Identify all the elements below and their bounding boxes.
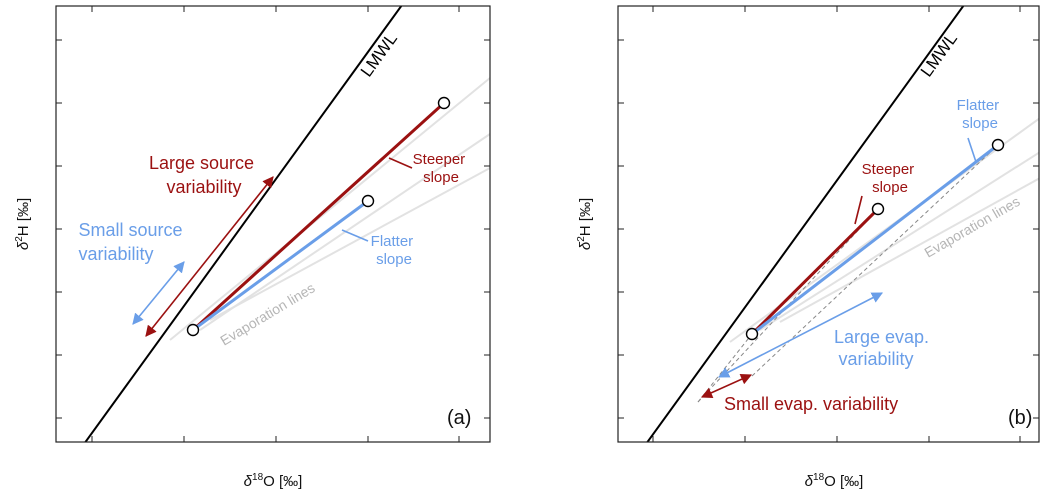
dashed-guide-3 <box>697 333 753 403</box>
steeper-slope-label: Steeper slope <box>413 151 470 186</box>
small-source-variability-label: Small source variability <box>78 220 187 264</box>
small-evap-variability-label: Small evap. variability <box>724 394 898 414</box>
flatter-slope-pointer <box>967 137 977 163</box>
panel-a-y-axis-label: δ2H [‰] <box>14 198 32 250</box>
panel-a-x-axis-label: δ18O [‰] <box>244 472 303 490</box>
large-evap-variability-arrow <box>718 292 883 378</box>
steeper-slope-label: Steeper slope <box>862 161 919 196</box>
panel-a-frame <box>55 5 491 443</box>
lmwl-line <box>646 6 965 442</box>
evaporation-line-3 <box>209 167 490 321</box>
flatter-slope-pointer <box>341 229 369 242</box>
flatter-slope-label: Flatter slope <box>371 233 418 268</box>
evaporation-line-3 <box>779 177 1039 323</box>
flatter-endpoint <box>361 194 375 208</box>
panel-b-tag: (b) <box>1008 407 1032 429</box>
panel-b-x-axis-label: δ18O [‰] <box>805 472 864 490</box>
steeper-endpoint <box>437 96 451 110</box>
small-evap-variability-arrow <box>700 374 753 398</box>
panel-b: LMWL Evaporation lines Steeper slope Fla… <box>576 5 1040 490</box>
panel-b-ticks <box>618 6 1039 442</box>
origin-point <box>186 323 200 337</box>
origin-point <box>745 327 759 341</box>
flatter-slope-label: Flatter slope <box>957 97 1004 132</box>
lmwl-label: LMWL <box>917 29 961 80</box>
panel-b-frame <box>617 5 1040 443</box>
lmwl-label: LMWL <box>357 29 401 80</box>
steeper-slope-pointer <box>854 195 863 225</box>
steeper-slope-pointer <box>388 157 413 169</box>
large-source-variability-label: Large source variability <box>149 153 259 197</box>
panel-b-y-axis-label: δ2H [‰] <box>576 198 594 250</box>
large-evap-variability-label: Large evap. variability <box>834 327 934 369</box>
steeper-endpoint <box>871 202 885 216</box>
panel-a-tag: (a) <box>447 407 471 429</box>
evaporation-line-1 <box>169 77 490 341</box>
steeper-slope-line <box>191 101 446 332</box>
panel-a-ticks <box>56 6 490 442</box>
flatter-endpoint <box>991 138 1005 152</box>
small-source-variability-arrow <box>132 261 185 325</box>
panel-a: LMWL Evaporation lines Steeper slope Fla… <box>14 5 491 490</box>
